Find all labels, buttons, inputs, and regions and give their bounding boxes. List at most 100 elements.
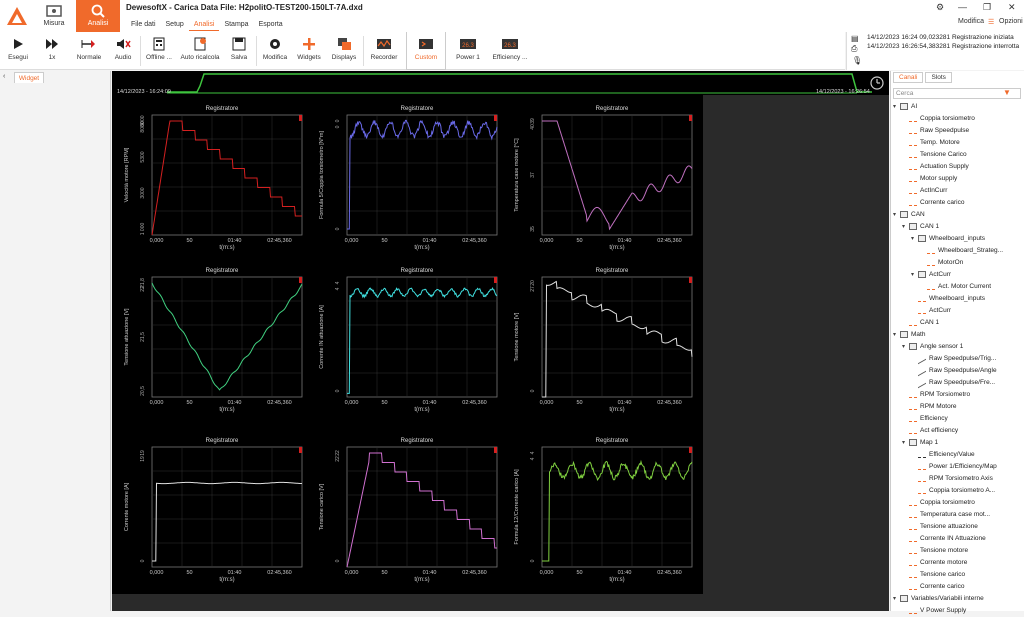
tree-item[interactable]: Wheelboard_Strateg...: [920, 245, 1003, 257]
plot-area[interactable]: [347, 447, 497, 567]
menu-analisi[interactable]: Analisi: [189, 19, 220, 31]
restore-icon[interactable]: ❐: [983, 2, 991, 13]
chevron-down-icon[interactable]: ▾: [893, 101, 900, 113]
tree-item[interactable]: Wheelboard_inputs: [911, 293, 985, 305]
tree-item[interactable]: Temperatura case mot...: [902, 509, 990, 521]
tree-item[interactable]: ▾ CAN: [893, 209, 925, 221]
tree-item[interactable]: Coppia torsiometro: [902, 113, 975, 125]
tree-item[interactable]: CAN 1: [902, 317, 939, 329]
plot-area[interactable]: [347, 277, 497, 397]
tree-item[interactable]: MotorOn: [920, 257, 963, 269]
tree-item[interactable]: ActCurr: [911, 305, 951, 317]
tree-item[interactable]: ▾ CAN 1: [902, 221, 939, 233]
tree-item[interactable]: Tensione Carico: [902, 149, 967, 161]
tab-analisi[interactable]: Analisi: [76, 0, 120, 32]
minimize-icon[interactable]: —: [958, 2, 967, 12]
cursor-marker[interactable]: [299, 447, 302, 453]
printer-icon[interactable]: ⎙: [851, 44, 857, 54]
tree-item[interactable]: Efficiency/Value: [911, 449, 975, 461]
efficiency-button[interactable]: 26.3 Efficiency ...: [490, 32, 530, 70]
overview-chart[interactable]: 14/12/2023 - 16:24:09 14/12/2023 - 16:26…: [112, 71, 889, 95]
tree-item[interactable]: Temp. Motore: [902, 137, 960, 149]
tree-item[interactable]: ▾ Map 1: [902, 437, 938, 449]
plot-area[interactable]: [542, 447, 692, 567]
tree-item[interactable]: Act efficiency: [902, 425, 958, 437]
close-icon[interactable]: ✕: [1008, 2, 1016, 13]
tree-item[interactable]: Motor supply: [902, 173, 957, 185]
menu-stampa[interactable]: Stampa: [219, 19, 253, 31]
chevron-down-icon[interactable]: ▾: [902, 437, 909, 449]
tree-item[interactable]: Actuation Supply: [902, 161, 969, 173]
play-button[interactable]: Esegui: [2, 32, 34, 70]
plot-area[interactable]: [542, 277, 692, 397]
tree-item[interactable]: Efficiency: [902, 413, 948, 425]
menu-setup[interactable]: Setup: [161, 19, 189, 31]
tree-item[interactable]: RPM Torsiometro: [902, 389, 970, 401]
recorder-grid[interactable]: Registratore Velocità motore [RPM] 1 000 30…: [112, 95, 703, 594]
cursor-marker[interactable]: [689, 277, 692, 283]
tree-item[interactable]: RPM Torsiometro Axis: [911, 473, 993, 485]
tree-item[interactable]: Corrente motore: [902, 557, 967, 569]
chevron-left-icon[interactable]: ‹: [3, 73, 5, 80]
menu-file-dati[interactable]: File dati: [126, 19, 161, 31]
tree-item[interactable]: Coppia torsiometro A...: [911, 485, 995, 497]
opzioni-link[interactable]: Opzioni: [999, 18, 1023, 25]
tree-item[interactable]: Tensione motore: [902, 545, 968, 557]
custom-button[interactable]: Custom: [406, 32, 446, 70]
tree-item[interactable]: Corrente IN Attuazione: [902, 533, 986, 545]
tree-item[interactable]: ▾ Wheelboard_inputs: [911, 233, 985, 245]
auto-recalc-button[interactable]: Auto ricalcola: [178, 32, 222, 70]
cursor-marker[interactable]: [689, 447, 692, 453]
tree-item[interactable]: Raw Speedpulse/Fre...: [911, 377, 995, 389]
modifica-link[interactable]: Modifica: [958, 18, 984, 25]
speed-button[interactable]: 1x: [36, 32, 68, 70]
cursor-marker[interactable]: [299, 277, 302, 283]
offline-calc-button[interactable]: Offline ...: [144, 32, 174, 70]
displays-button[interactable]: Displays: [328, 32, 360, 70]
cursor-marker[interactable]: [494, 277, 497, 283]
cursor-marker[interactable]: [299, 115, 302, 121]
normal-button[interactable]: Normale: [72, 32, 106, 70]
tree-item[interactable]: Raw Speedpulse/Trig...: [911, 353, 996, 365]
power1-button[interactable]: 26.3 Power 1: [450, 32, 486, 70]
tree-item[interactable]: Tensione carico: [902, 569, 965, 581]
menu-esporta[interactable]: Esporta: [254, 19, 288, 31]
tree-item[interactable]: Coppia torsiometro: [902, 497, 975, 509]
audio-button[interactable]: Audio: [108, 32, 138, 70]
recorder-button[interactable]: Recorder: [366, 32, 402, 70]
tree-item[interactable]: Corrente carico: [902, 581, 964, 593]
tree-item[interactable]: RPM Motore: [902, 401, 956, 413]
plot-area[interactable]: [152, 115, 302, 235]
cursor-marker[interactable]: [689, 115, 692, 121]
save-button[interactable]: Salva: [224, 32, 254, 70]
tree-item[interactable]: Raw Speedpulse: [902, 125, 969, 137]
chevron-down-icon[interactable]: ▾: [911, 269, 918, 281]
widget-tab[interactable]: Widget: [14, 72, 44, 83]
tree-item[interactable]: ▾ AI: [893, 101, 917, 113]
channel-search-input[interactable]: Cerca: [893, 88, 1021, 99]
tree-item[interactable]: ▾ Math: [893, 329, 925, 341]
chevron-down-icon[interactable]: ▾: [893, 329, 900, 341]
tree-item[interactable]: Tensione attuazione: [902, 521, 978, 533]
chevron-down-icon[interactable]: ▾: [902, 221, 909, 233]
chevron-down-icon[interactable]: ▾: [902, 341, 909, 353]
plot-area[interactable]: [152, 277, 302, 397]
tree-item[interactable]: ActInCurr: [902, 185, 947, 197]
chevron-down-icon[interactable]: ▾: [893, 593, 900, 605]
tree-item[interactable]: Act. Motor Current: [920, 281, 991, 293]
overview-timeline[interactable]: 14/12/2023 - 16:24:09 14/12/2023 - 16:26…: [112, 71, 889, 95]
tree-item[interactable]: Power 1/Efficiency/Map: [911, 461, 997, 473]
tree-item[interactable]: ▾ ActCurr: [911, 269, 951, 281]
gear-icon[interactable]: ⚙: [936, 2, 944, 13]
modifica-button[interactable]: Modifica: [260, 32, 290, 70]
cursor-marker[interactable]: [494, 115, 497, 121]
tab-misura[interactable]: Misura: [36, 0, 72, 32]
plot-area[interactable]: [152, 447, 302, 567]
chevron-down-icon[interactable]: ▾: [911, 233, 918, 245]
tree-item[interactable]: V Power Supply: [902, 605, 966, 617]
mic-icon[interactable]: 🎙: [852, 56, 862, 65]
tree-item[interactable]: Corrente carico: [902, 197, 964, 209]
tree-item[interactable]: Raw Speedpulse/Angle: [911, 365, 997, 377]
tab-slots[interactable]: Slots: [925, 72, 951, 83]
tree-item[interactable]: ▾ Angle sensor 1: [902, 341, 963, 353]
